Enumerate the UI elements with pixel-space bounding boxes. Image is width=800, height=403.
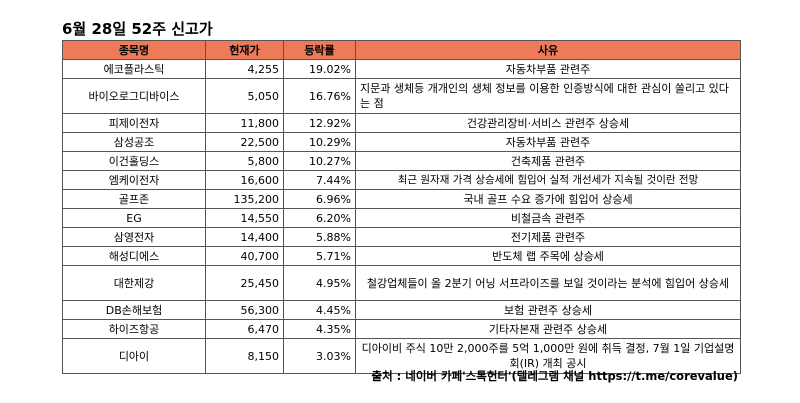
stock-reason: 철강업체들이 올 2분기 어닝 서프라이즈를 보일 것이라는 분석에 힘입어 상… bbox=[355, 265, 741, 301]
stock-name: 골프존 bbox=[62, 189, 206, 209]
stock-change: 19.02% bbox=[283, 59, 356, 79]
table-row: 바이오로그디바이스 5,050 16.76% 지문과 생체등 개개인의 생체 정… bbox=[62, 78, 741, 114]
table-row: 에코플라스틱 4,255 19.02% 자동차부품 관련주 bbox=[62, 59, 741, 79]
stock-price: 14,400 bbox=[205, 227, 284, 247]
stock-name: 대한제강 bbox=[62, 265, 206, 301]
stock-name: 하이즈항공 bbox=[62, 319, 206, 339]
table-header-row: 종목명 현재가 등락률 사유 bbox=[62, 40, 741, 60]
stock-price: 25,450 bbox=[205, 265, 284, 301]
stock-change: 4.95% bbox=[283, 265, 356, 301]
stock-reason: 반도체 랩 주목에 상승세 bbox=[355, 246, 741, 266]
stock-reason: 지문과 생체등 개개인의 생체 정보를 이용한 인증방식에 대한 관심이 쏠리고… bbox=[355, 78, 741, 114]
table-row: 디아이 8,150 3.03% 디아이비 주식 10만 2,000주를 5억 1… bbox=[62, 338, 741, 374]
table-row: 삼성공조 22,500 10.29% 자동차부품 관련주 bbox=[62, 132, 741, 152]
source-credit: 출처 : 네이버 카페'스톡헌터'(텔레그램 채널 https://t.me/c… bbox=[371, 369, 738, 383]
table-row: DB손해보험 56,300 4.45% 보험 관련주 상승세 bbox=[62, 300, 741, 320]
stock-name: 엠케이전자 bbox=[62, 170, 206, 190]
column-header-change: 등락률 bbox=[283, 40, 356, 60]
stock-change: 10.29% bbox=[283, 132, 356, 152]
stock-price: 5,800 bbox=[205, 151, 284, 171]
stock-reason: 전기제품 관련주 bbox=[355, 227, 741, 247]
stock-reason: 건강관리장비·서비스 관련주 상승세 bbox=[355, 113, 741, 133]
stock-name: 디아이 bbox=[62, 338, 206, 374]
column-header-reason: 사유 bbox=[355, 40, 741, 60]
stock-price: 8,150 bbox=[205, 338, 284, 374]
stock-reason: 비철금속 관련주 bbox=[355, 208, 741, 228]
stock-price: 5,050 bbox=[205, 78, 284, 114]
stock-name: 삼성공조 bbox=[62, 132, 206, 152]
stock-reason: 자동차부품 관련주 bbox=[355, 132, 741, 152]
stock-change: 4.45% bbox=[283, 300, 356, 320]
table-row: 골프존 135,200 6.96% 국내 골프 수요 증가에 힘입어 상승세 bbox=[62, 189, 741, 209]
stock-change: 6.96% bbox=[283, 189, 356, 209]
stock-change: 5.71% bbox=[283, 246, 356, 266]
stock-name: 해성디에스 bbox=[62, 246, 206, 266]
table-row: 대한제강 25,450 4.95% 철강업체들이 올 2분기 어닝 서프라이즈를… bbox=[62, 265, 741, 301]
stock-reason: 보험 관련주 상승세 bbox=[355, 300, 741, 320]
stock-price: 22,500 bbox=[205, 132, 284, 152]
stock-price: 40,700 bbox=[205, 246, 284, 266]
stock-name: DB손해보험 bbox=[62, 300, 206, 320]
stock-price: 14,550 bbox=[205, 208, 284, 228]
table-row: 삼영전자 14,400 5.88% 전기제품 관련주 bbox=[62, 227, 741, 247]
stock-reason: 기타자본재 관련주 상승세 bbox=[355, 319, 741, 339]
stock-reason: 디아이비 주식 10만 2,000주를 5억 1,000만 원에 취득 결정, … bbox=[355, 338, 741, 374]
stock-reason: 자동차부품 관련주 bbox=[355, 59, 741, 79]
stock-price: 56,300 bbox=[205, 300, 284, 320]
stock-change: 10.27% bbox=[283, 151, 356, 171]
stock-name: 삼영전자 bbox=[62, 227, 206, 247]
stock-price: 4,255 bbox=[205, 59, 284, 79]
stock-change: 5.88% bbox=[283, 227, 356, 247]
stock-change: 7.44% bbox=[283, 170, 356, 190]
table-row: 피제이전자 11,800 12.92% 건강관리장비·서비스 관련주 상승세 bbox=[62, 113, 741, 133]
stock-name: 바이오로그디바이스 bbox=[62, 78, 206, 114]
stock-change: 12.92% bbox=[283, 113, 356, 133]
table-row: 이건홀딩스 5,800 10.27% 건축제품 관련주 bbox=[62, 151, 741, 171]
stock-name: 에코플라스틱 bbox=[62, 59, 206, 79]
stock-name: EG bbox=[62, 208, 206, 228]
stock-change: 16.76% bbox=[283, 78, 356, 114]
table-row: 하이즈항공 6,470 4.35% 기타자본재 관련주 상승세 bbox=[62, 319, 741, 339]
stock-name: 이건홀딩스 bbox=[62, 151, 206, 171]
stock-change: 6.20% bbox=[283, 208, 356, 228]
stock-price: 16,600 bbox=[205, 170, 284, 190]
stock-reason: 국내 골프 수요 증가에 힘입어 상승세 bbox=[355, 189, 741, 209]
stock-reason: 건축제품 관련주 bbox=[355, 151, 741, 171]
column-header-price: 현재가 bbox=[205, 40, 284, 60]
stock-name: 피제이전자 bbox=[62, 113, 206, 133]
stock-price: 135,200 bbox=[205, 189, 284, 209]
new-high-table: 종목명 현재가 등락률 사유 에코플라스틱 4,255 19.02% 자동차부품… bbox=[62, 40, 741, 374]
stock-price: 11,800 bbox=[205, 113, 284, 133]
column-header-name: 종목명 bbox=[62, 40, 206, 60]
stock-price: 6,470 bbox=[205, 319, 284, 339]
table-row: 해성디에스 40,700 5.71% 반도체 랩 주목에 상승세 bbox=[62, 246, 741, 266]
page-title: 6월 28일 52주 신고가 bbox=[62, 20, 213, 38]
table-row: 엠케이전자 16,600 7.44% 최근 원자재 가격 상승세에 힘입어 실적… bbox=[62, 170, 741, 190]
stock-change: 3.03% bbox=[283, 338, 356, 374]
stock-change: 4.35% bbox=[283, 319, 356, 339]
stock-reason: 최근 원자재 가격 상승세에 힘입어 실적 개선세가 지속될 것이란 전망 bbox=[355, 170, 741, 190]
table-row: EG 14,550 6.20% 비철금속 관련주 bbox=[62, 208, 741, 228]
